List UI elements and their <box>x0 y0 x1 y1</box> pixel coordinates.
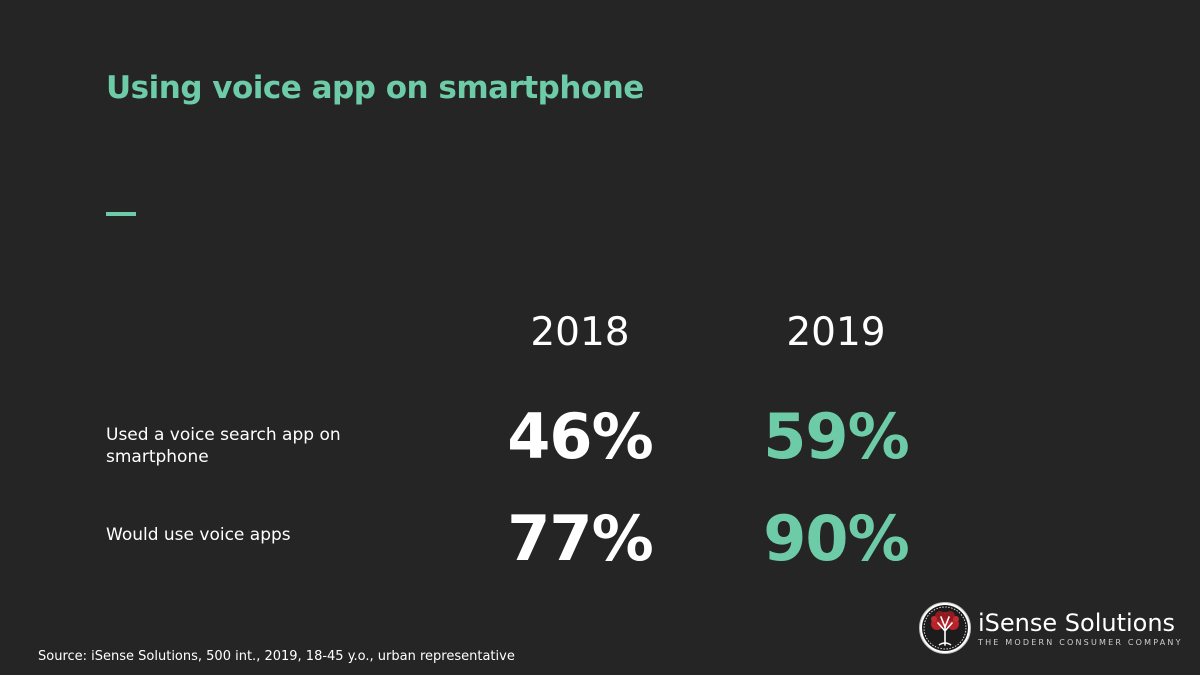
value-would-use-2018: 77% <box>507 502 653 575</box>
slide-title: Using voice app on smartphone <box>106 70 644 106</box>
row-label-would-use: Would use voice apps <box>106 525 291 545</box>
row-label-voice-search: Used a voice search app on smartphone <box>106 425 341 467</box>
column-header-2018: 2018 <box>530 310 630 355</box>
tree-logo-icon <box>919 602 971 654</box>
logo-name: iSense Solutions <box>978 608 1176 637</box>
logo-tagline: THE MODERN CONSUMER COMPANY <box>978 637 1183 647</box>
column-header-2019: 2019 <box>786 310 886 355</box>
value-would-use-2019: 90% <box>763 502 909 575</box>
source-note: Source: iSense Solutions, 500 int., 2019… <box>38 649 515 664</box>
value-voice-search-2019: 59% <box>763 400 909 473</box>
value-voice-search-2018: 46% <box>507 400 653 473</box>
company-logo: iSense Solutions THE MODERN CONSUMER COM… <box>918 601 1183 655</box>
accent-divider <box>106 212 136 216</box>
